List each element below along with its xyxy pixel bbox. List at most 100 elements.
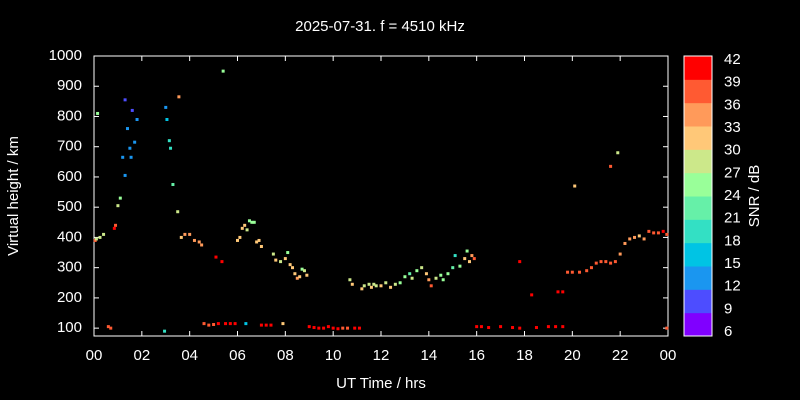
data-point xyxy=(628,237,632,241)
data-point xyxy=(350,282,354,286)
data-point xyxy=(623,241,627,245)
data-point xyxy=(169,146,173,150)
colorbar-swatch xyxy=(684,312,712,337)
colorbar-swatch xyxy=(684,102,712,127)
data-point xyxy=(374,284,378,288)
x-tick-label: 00 xyxy=(86,347,103,364)
data-point xyxy=(511,326,515,330)
colorbar-swatch xyxy=(684,172,712,197)
data-point xyxy=(429,284,433,288)
colorbar-tick-label: 18 xyxy=(724,232,741,249)
colorbar-swatch xyxy=(684,196,712,220)
y-tick-label: 1000 xyxy=(49,47,82,64)
data-point xyxy=(326,325,330,329)
data-point xyxy=(207,323,211,327)
colorbar-tick-label: 36 xyxy=(724,96,741,113)
data-point xyxy=(240,226,244,230)
data-point xyxy=(250,220,254,224)
data-point xyxy=(298,275,302,279)
data-point xyxy=(257,238,261,242)
data-point xyxy=(283,257,287,261)
data-point xyxy=(307,325,311,329)
data-point xyxy=(410,276,414,280)
data-point xyxy=(300,267,304,271)
colorbar-swatch xyxy=(684,266,712,290)
data-point xyxy=(570,270,574,274)
data-point xyxy=(212,323,216,327)
data-point xyxy=(228,322,232,326)
data-point xyxy=(499,325,503,329)
data-point xyxy=(291,266,295,270)
data-point xyxy=(317,326,321,330)
data-point xyxy=(216,322,220,326)
x-tick-label: 06 xyxy=(229,347,246,364)
data-point xyxy=(616,151,620,155)
data-point xyxy=(224,322,228,326)
data-point xyxy=(384,281,388,285)
data-point xyxy=(322,326,326,330)
x-tick-label: 22 xyxy=(612,347,629,364)
data-point xyxy=(312,326,316,330)
data-point xyxy=(109,326,113,330)
colorbar-swatch xyxy=(684,56,712,80)
x-tick-label: 02 xyxy=(133,347,150,364)
data-point xyxy=(424,272,428,276)
data-point xyxy=(96,111,100,115)
data-point xyxy=(192,238,196,242)
data-point xyxy=(177,95,181,99)
data-point xyxy=(106,325,110,329)
data-point xyxy=(135,117,139,121)
data-point xyxy=(609,164,613,168)
y-tick-label: 200 xyxy=(57,289,82,306)
data-point xyxy=(247,219,251,223)
data-point xyxy=(197,240,201,244)
data-point xyxy=(633,235,637,239)
colorbar-tick-label: 24 xyxy=(724,187,741,204)
data-point xyxy=(269,323,273,327)
data-point xyxy=(121,155,125,159)
x-tick-label: 00 xyxy=(660,347,677,364)
colorbar-tick-label: 30 xyxy=(724,142,741,159)
data-point xyxy=(123,173,127,177)
data-point xyxy=(116,204,120,208)
y-tick-label: 700 xyxy=(57,138,82,155)
data-point xyxy=(348,278,352,282)
y-tick-label: 300 xyxy=(57,259,82,276)
x-tick-label: 12 xyxy=(373,347,390,364)
data-point xyxy=(398,281,402,285)
data-point xyxy=(279,260,283,264)
data-point xyxy=(534,326,538,330)
data-point xyxy=(561,325,565,329)
data-point xyxy=(357,326,361,330)
data-point xyxy=(179,235,183,239)
data-point xyxy=(458,264,462,268)
data-point xyxy=(288,263,292,267)
colorbar-tick-label: 27 xyxy=(724,164,741,181)
data-point xyxy=(441,278,445,282)
colorbar-frame xyxy=(683,55,713,337)
colorbar-tick-label: 33 xyxy=(724,119,741,136)
data-point xyxy=(114,223,118,227)
colorbar-swatch xyxy=(684,289,712,314)
data-point xyxy=(125,127,129,131)
data-point xyxy=(530,293,534,297)
data-point xyxy=(446,272,450,276)
data-point xyxy=(353,326,357,330)
data-point xyxy=(467,260,471,264)
y-tick-label: 400 xyxy=(57,228,82,245)
data-point xyxy=(566,270,570,274)
colorbar-tick-label: 15 xyxy=(724,255,741,272)
data-point xyxy=(379,284,383,288)
data-point xyxy=(472,257,476,261)
data-point xyxy=(427,278,431,282)
data-point xyxy=(236,238,239,242)
data-point xyxy=(465,249,469,253)
colorbar-swatch xyxy=(684,79,712,104)
data-point xyxy=(221,69,225,73)
colorbar-swatch xyxy=(684,126,712,150)
data-point xyxy=(618,252,622,256)
data-point xyxy=(360,287,364,291)
data-point xyxy=(661,229,665,233)
colorbar-swatch xyxy=(684,149,712,174)
data-point xyxy=(305,273,309,277)
